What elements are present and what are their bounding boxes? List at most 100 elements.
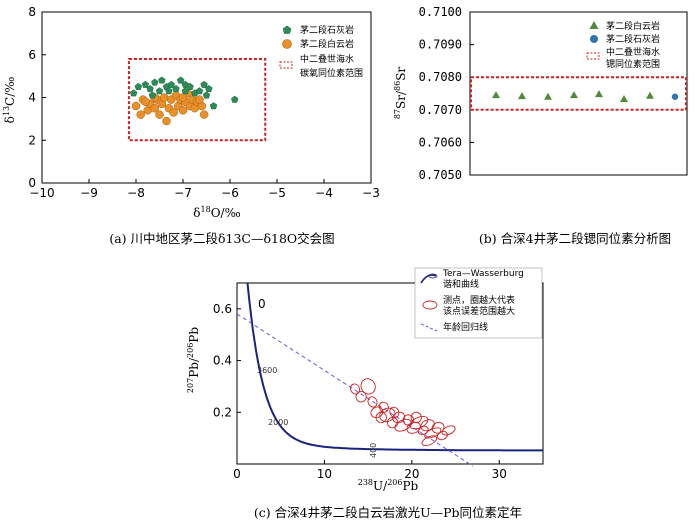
upb-error-ellipse <box>410 411 422 424</box>
upb-error-ellipse <box>441 425 456 436</box>
legend-label-dolomite: 茅二段白云岩 <box>300 38 354 50</box>
limestone-point <box>141 80 150 88</box>
panel-b-y-tick-label: 0.7080 <box>419 70 462 84</box>
upb-error-ellipse <box>424 427 442 439</box>
panel-a-y-tick-label: 2 <box>28 133 36 147</box>
dolomite-point <box>141 97 150 107</box>
panel-c-caption: (c) 合深4井茅二段白云岩激光U—Pb同位素定年 <box>254 505 522 520</box>
panel-c-legend: Tera—Wasserburg 谐和曲线 测点，圈越大代表 该点误差范围越大 年… <box>414 267 543 339</box>
limestone-point <box>148 91 157 99</box>
dolomite-point <box>169 108 178 117</box>
limestone-point <box>176 76 185 84</box>
sr-dolomite-point <box>544 92 552 100</box>
limestone-point <box>151 78 159 86</box>
panel-b-y-tick-label: 0.7060 <box>419 135 462 149</box>
upb-error-ellipse <box>389 406 400 418</box>
age-regression-line <box>236 313 474 467</box>
panel-c-x-tick-label: 30 <box>492 467 507 481</box>
legend-label-concordia: 谐和曲线 <box>443 278 479 290</box>
panel-a-x-tick-label: −3 <box>362 186 380 200</box>
panel-a-x-axis-label: δ18O/‰ <box>193 205 240 220</box>
panel-a-y-tick-label: 8 <box>28 5 36 19</box>
legend-label-co-range: 碳氧同位素范围 <box>300 67 363 79</box>
limestone-point <box>200 80 208 88</box>
concordia-curve <box>246 282 543 452</box>
legend-label-seawater-b: 中二叠世海水 <box>606 46 660 58</box>
seawater-sr-range-box <box>470 76 687 111</box>
upb-error-ellipse <box>379 407 396 423</box>
legend-concordia-icon <box>420 274 437 284</box>
panel-c-x-tick-label: 10 <box>317 467 332 481</box>
limestone-point <box>167 80 175 88</box>
panel-a-x-tick-label: −9 <box>80 186 98 200</box>
panel-c: 0 10 20 30 0.2 0.4 0.6 3600 2000 400 0 207Pb/206… <box>186 267 544 520</box>
legend-box-marker-b <box>586 52 600 60</box>
legend-label-regression: 年龄回归线 <box>443 321 488 333</box>
legend-label-tera-wasserburg: Tera—Wasserburg <box>442 269 524 279</box>
legend-label-dolomite-b: 茅二段白云岩 <box>606 20 660 32</box>
limestone-point <box>172 84 180 93</box>
panel-a-y-axis-label: δ13C/‰ <box>2 77 17 124</box>
legend-label-sr-range: 锶同位素范围 <box>606 58 660 70</box>
upb-error-ellipse <box>421 435 438 447</box>
limestone-point <box>129 89 138 97</box>
limestone-point <box>158 76 166 84</box>
upb-error-ellipse <box>360 378 376 395</box>
upb-error-ellipse <box>378 401 389 413</box>
sr-dolomite-point <box>570 91 578 99</box>
sr-dolomite-point <box>595 90 603 98</box>
limestone-point <box>195 87 204 95</box>
limestone-point <box>181 87 190 95</box>
upb-error-ellipse <box>370 406 384 419</box>
upb-error-ellipse <box>375 411 387 424</box>
limestone-point <box>231 95 239 103</box>
legend-triangle-marker <box>589 21 599 29</box>
limestone-point <box>146 84 154 93</box>
upb-error-ellipse <box>394 418 412 432</box>
dolomite-point <box>199 110 209 119</box>
dolomite-point <box>159 93 169 102</box>
legend-label-points-1: 测点，圈越大代表 <box>443 294 515 306</box>
limestone-point <box>202 91 211 99</box>
legend-pentagon-marker <box>282 25 292 34</box>
limestone-point <box>134 82 143 90</box>
limestone-point <box>165 87 173 95</box>
upb-error-ellipse <box>355 391 367 403</box>
limestone-point <box>209 102 218 110</box>
legend-label-seawater: 中二叠世海水 <box>300 53 354 65</box>
upb-error-ellipse <box>417 425 429 435</box>
upb-error-ellipse <box>437 430 448 441</box>
concordia-age-label: 2000 <box>268 418 288 427</box>
panel-c-y-tick-label: 0.4 <box>213 354 232 368</box>
panel-a-x-tick-label: −6 <box>221 186 239 200</box>
legend-concordia-ellipse-icon <box>428 273 438 279</box>
panel-b-y-tick-label: 0.7050 <box>419 168 462 182</box>
concordia-age-label: 0 <box>258 297 266 311</box>
legend-circle-marker-b <box>590 35 598 43</box>
panel-a: −10 −9 −8 −7 −6 −5 −4 −3 0 2 4 6 8 δ18O/‰ δ13C/‰ 茅二… <box>2 5 380 246</box>
panel-a-y-tick-label: 6 <box>28 48 36 62</box>
dolomite-point <box>131 101 141 111</box>
concordia-age-label: 400 <box>369 443 378 458</box>
panel-c-x-axis-label: 238U/206Pb <box>358 478 419 493</box>
dolomite-point <box>178 106 188 115</box>
panel-a-x-tick-label: −8 <box>127 186 145 200</box>
legend-ellipse-icon <box>422 300 438 310</box>
panel-b-caption: (b) 合深4井茅二段锶同位素分析图 <box>479 231 671 246</box>
sr-dolomite-point <box>518 92 526 100</box>
panel-c-plot-frame <box>236 282 544 465</box>
panel-a-x-tick-label: −7 <box>174 186 192 200</box>
limestone-point <box>205 84 213 93</box>
upb-error-ellipse <box>367 396 378 408</box>
panel-c-y-tick-label: 0.6 <box>213 302 232 316</box>
panel-c-x-tick-label: 0 <box>233 467 241 481</box>
panel-a-x-tick-label: −4 <box>315 186 333 200</box>
legend-regression-icon <box>420 323 438 332</box>
upb-error-ellipse <box>406 421 421 434</box>
dolomite-point <box>150 103 160 113</box>
sr-limestone-point <box>671 93 679 100</box>
panel-a-y-tick-label: 4 <box>28 91 36 105</box>
seawater-co-range-box <box>127 58 267 142</box>
panel-b-y-tick-label: 0.7070 <box>419 103 462 117</box>
panel-a-caption: (a) 川中地区茅二段δ13C—δ18O交会图 <box>109 231 334 246</box>
